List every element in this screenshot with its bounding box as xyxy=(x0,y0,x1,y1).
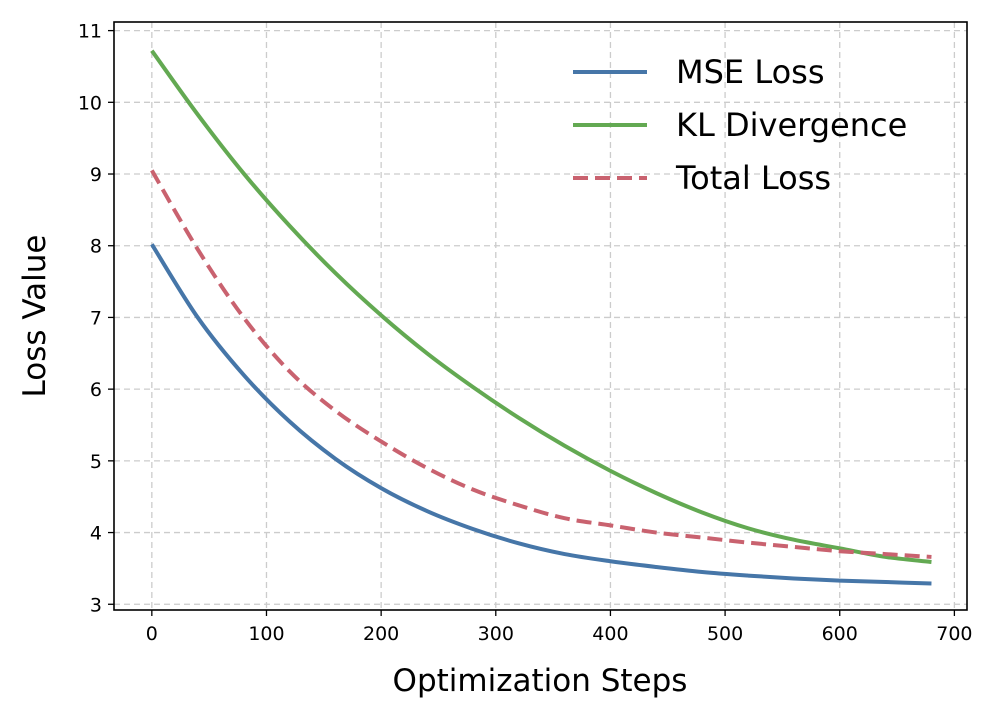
y-axis-label: Loss Value xyxy=(17,235,53,398)
series-line-total-loss xyxy=(150,169,932,559)
x-tick-label: 600 xyxy=(822,623,858,645)
x-axis-label: Optimization Steps xyxy=(393,663,688,699)
x-tick-label: 100 xyxy=(248,623,284,645)
y-tick-label: 11 xyxy=(78,21,102,43)
x-tick-label: 500 xyxy=(707,623,743,645)
legend: MSE Loss KL Divergence Total Loss xyxy=(573,53,907,197)
axes-frame xyxy=(113,21,968,611)
x-tick-label: 400 xyxy=(592,623,628,645)
y-tick-label: 10 xyxy=(78,92,102,114)
x-tick-label: 700 xyxy=(936,623,972,645)
y-tick-label: 9 xyxy=(90,164,102,186)
legend-label-mse-loss: MSE Loss xyxy=(676,53,825,91)
x-tick-label: 300 xyxy=(478,623,514,645)
legend-label-total-loss: Total Loss xyxy=(675,159,831,197)
y-tick-label: 8 xyxy=(90,236,102,258)
series-line-mse-loss xyxy=(150,243,932,586)
y-tick-label: 6 xyxy=(90,379,102,401)
y-axis-ticks: 3 4 5 6 7 8 9 10 11 xyxy=(78,21,114,616)
y-tick-label: 7 xyxy=(90,307,102,329)
x-axis-ticks: 0 100 200 300 400 500 600 700 xyxy=(146,610,973,645)
y-tick-label: 5 xyxy=(90,451,102,473)
series-line-kl-divergence xyxy=(150,49,932,564)
grid-lines xyxy=(114,22,967,610)
y-tick-label: 3 xyxy=(90,594,102,616)
series-lines xyxy=(150,49,932,586)
legend-label-kl-divergence: KL Divergence xyxy=(676,106,907,144)
y-tick-label: 4 xyxy=(90,523,102,545)
x-tick-label: 200 xyxy=(363,623,399,645)
x-tick-label: 0 xyxy=(146,623,158,645)
